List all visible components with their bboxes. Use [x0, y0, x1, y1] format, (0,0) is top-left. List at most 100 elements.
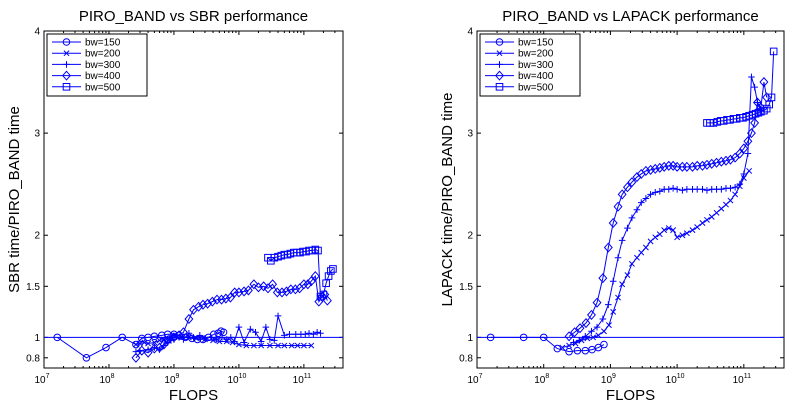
y-axis-label: SBR time/PIRO_BAND time: [6, 106, 23, 293]
data-point-bw-200: [294, 342, 301, 349]
data-point-bw-300: [665, 185, 673, 193]
data-point-bw-500: [322, 279, 330, 288]
data-point-bw-500: [754, 108, 763, 117]
data-point-bw-300: [581, 333, 589, 340]
y-axis-label: LAPACK time/PIRO_BAND time: [439, 93, 456, 307]
data-point-bw-200: [708, 213, 715, 220]
data-point-bw-200: [727, 197, 734, 204]
legend-label: bw=200: [518, 49, 554, 60]
legend-marker: [495, 38, 504, 46]
data-point-bw-200: [642, 244, 649, 251]
data-point-bw-300: [231, 338, 238, 345]
data-point-bw-400: [207, 296, 217, 307]
legend-marker: [62, 70, 71, 81]
data-point-bw-200: [619, 281, 626, 288]
legend-marker: [495, 70, 504, 81]
data-point-bw-200: [590, 334, 597, 341]
data-point-bw-200: [243, 342, 250, 349]
data-point-bw-200: [258, 342, 265, 349]
data-point-bw-500: [765, 100, 774, 109]
data-point-bw-200: [689, 227, 696, 234]
data-point-bw-400: [322, 295, 332, 306]
data-point-bw-400: [746, 128, 756, 139]
data-point-bw-300: [736, 180, 744, 188]
data-point-bw-200: [652, 234, 659, 241]
data-point-bw-300: [744, 150, 752, 157]
data-point-bw-150: [519, 333, 528, 342]
data-point-bw-300: [317, 329, 324, 337]
x-tick-label: 107: [34, 373, 49, 386]
data-point-bw-300: [270, 337, 278, 344]
data-point-bw-150: [102, 343, 110, 352]
chart-title: PIRO_BAND vs SBR performance: [79, 8, 308, 25]
data-point-bw-300: [593, 323, 601, 331]
data-point-bw-400: [617, 189, 627, 200]
data-point-bw-400: [178, 327, 188, 338]
legend-marker: [63, 50, 70, 57]
data-point-bw-200: [610, 308, 617, 315]
data-point-bw-300: [151, 344, 158, 351]
y-tick-label: 3: [467, 129, 473, 140]
x-tick-label: 109: [601, 373, 616, 386]
data-point-bw-400: [759, 77, 769, 88]
data-point-bw-300: [310, 331, 317, 338]
data-point-bw-400: [564, 331, 574, 342]
data-point-bw-400: [282, 286, 291, 297]
data-point-bw-300: [274, 312, 282, 320]
legend-label: bw=400: [518, 71, 554, 82]
data-point-bw-300: [313, 328, 321, 336]
x-axis-label: FLOPS: [606, 387, 655, 404]
data-point-bw-200: [679, 232, 686, 239]
data-point-bw-200: [288, 342, 295, 349]
data-point-bw-300: [570, 339, 577, 346]
data-point-bw-400: [198, 299, 208, 310]
legend-label: bw=200: [85, 49, 121, 60]
data-point-bw-200: [694, 224, 701, 231]
data-point-bw-500: [327, 267, 335, 275]
data-point-bw-400: [575, 323, 585, 334]
data-point-bw-200: [665, 225, 672, 232]
data-point-bw-400: [254, 282, 263, 293]
data-point-bw-200: [638, 249, 645, 256]
data-point-bw-300: [727, 184, 734, 192]
data-point-bw-200: [137, 340, 143, 347]
x-tick-label: 107: [467, 373, 482, 386]
data-point-bw-200: [595, 332, 602, 339]
data-point-bw-300: [647, 191, 654, 198]
data-point-bw-200: [661, 227, 668, 234]
data-point-bw-200: [615, 294, 621, 301]
data-point-bw-200: [151, 339, 158, 346]
data-point-bw-200: [141, 339, 148, 346]
data-point-bw-300: [651, 189, 659, 196]
legend-marker: [62, 83, 71, 91]
data-point-bw-200: [156, 337, 163, 344]
data-point-bw-300: [673, 185, 681, 193]
data-point-bw-200: [670, 227, 677, 234]
data-point-bw-200: [281, 342, 288, 349]
data-point-bw-200: [235, 341, 242, 348]
data-point-bw-500: [324, 272, 333, 280]
data-point-bw-400: [739, 143, 749, 154]
data-point-bw-200: [628, 260, 635, 267]
data-point-bw-200: [145, 340, 152, 347]
data-point-bw-300: [286, 331, 293, 338]
data-point-bw-300: [252, 328, 259, 336]
data-point-bw-150: [118, 333, 127, 342]
y-tick-label: 1: [467, 333, 473, 344]
data-point-bw-200: [699, 220, 706, 226]
data-point-bw-400: [627, 177, 637, 188]
data-point-bw-300: [605, 301, 612, 308]
data-point-bw-400: [290, 284, 300, 295]
data-point-bw-400: [149, 343, 159, 354]
x-tick-label: 1010: [666, 373, 685, 386]
data-point-bw-400: [268, 279, 278, 290]
data-point-bw-300: [257, 338, 265, 345]
legend-marker: [495, 83, 504, 91]
data-point-bw-500: [709, 119, 718, 127]
data-point-bw-200: [674, 234, 681, 241]
data-point-bw-300: [218, 334, 226, 341]
data-point-bw-200: [250, 342, 257, 349]
data-point-bw-150: [219, 328, 228, 337]
data-point-bw-300: [144, 346, 152, 353]
